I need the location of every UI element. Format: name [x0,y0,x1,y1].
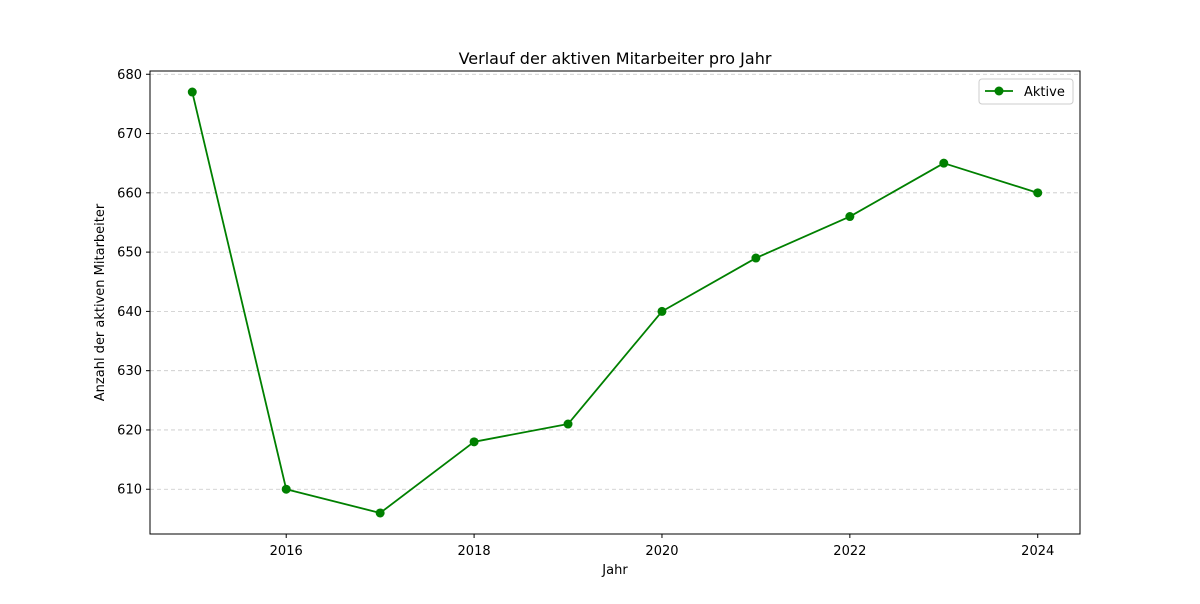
data-point [939,158,949,168]
data-point [657,306,667,316]
y-tick-label: 640 [117,305,142,320]
legend-box [978,78,1074,105]
y-tick-label: 620 [117,423,142,438]
y-axis-label: Anzahl der aktiven Mitarbeiter [93,203,108,401]
data-point [469,437,479,447]
x-tick-label: 2024 [1021,544,1054,559]
legend-label-aktive: Aktive [1024,85,1065,100]
y-tick-label: 680 [117,68,142,83]
data-point [845,212,855,222]
chart-title: Verlauf der aktiven Mitarbeiter pro Jahr [459,49,772,68]
data-point [281,484,291,494]
data-point [563,419,573,429]
x-tick-label: 2022 [833,544,866,559]
series-line-aktive [191,91,1039,514]
y-tick-label: 660 [117,186,142,201]
x-tick-label: 2018 [458,544,491,559]
x-tick-label: 2020 [645,544,678,559]
data-point [1033,188,1043,198]
y-tick-label: 670 [117,127,142,142]
y-tick-label: 610 [117,483,142,498]
axis-ticks: 610 620 630 640 650 660 670 680 2016 2018 2020 2022… [117,68,1054,559]
legend-marker-swatch [994,86,1004,96]
series-layer [187,87,1043,518]
data-point [375,508,385,518]
data-point [751,253,761,263]
x-axis-label: Jahr [601,563,628,578]
y-tick-label: 650 [117,246,142,261]
legend: Aktive [978,78,1074,105]
data-point [187,87,197,97]
grid-lines [150,73,1080,490]
x-tick-label: 2016 [270,544,303,559]
plot-frame [149,70,1081,535]
y-tick-label: 630 [117,364,142,379]
